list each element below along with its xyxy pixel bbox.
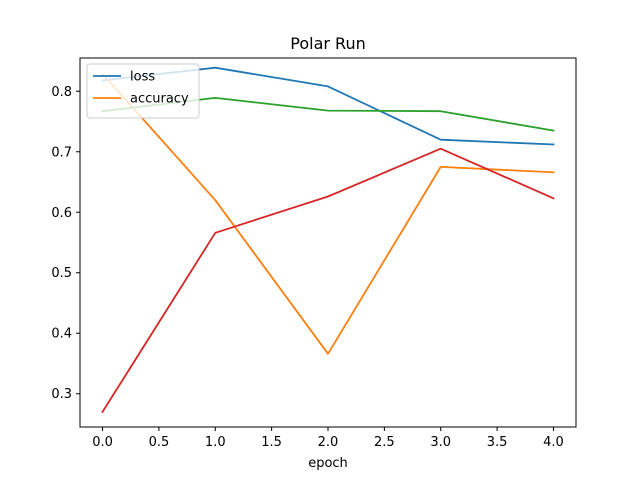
x-axis-label: epoch (308, 456, 348, 471)
y-tick-label: 0.4 (51, 327, 72, 342)
y-tick-label: 0.5 (51, 266, 72, 281)
series-line-4 (101, 147, 555, 414)
legend-box (86, 63, 200, 119)
x-tick-label: 4.0 (543, 435, 564, 450)
x-tick-label: 0.0 (92, 435, 113, 450)
x-tick-label: 3.5 (487, 435, 508, 450)
legend-entry-label: accuracy (130, 92, 189, 107)
x-tick-label: 3.0 (430, 435, 451, 450)
x-axis-ticks: 0.0 0.5 1.0 1.5 2.0 2.5 3.0 3.5 4.0 (92, 427, 564, 450)
x-tick-label: 0.5 (149, 435, 170, 450)
x-tick-label: 2.0 (318, 435, 339, 450)
y-tick-label: 0.6 (51, 206, 72, 221)
x-tick-label: 2.5 (374, 435, 395, 450)
legend-entry-label: loss (130, 70, 155, 85)
x-tick-label: 1.0 (205, 435, 226, 450)
y-axis-ticks: 0.3 0.4 0.5 0.6 0.7 0.8 (51, 85, 80, 402)
x-tick-label: 1.5 (261, 435, 282, 450)
y-tick-label: 0.3 (51, 387, 72, 402)
chart-title: Polar Run (290, 34, 365, 53)
series-line-2 (101, 72, 555, 355)
y-tick-label: 0.7 (51, 145, 72, 160)
y-tick-label: 0.8 (51, 85, 72, 100)
legend: loss accuracy (86, 63, 200, 119)
